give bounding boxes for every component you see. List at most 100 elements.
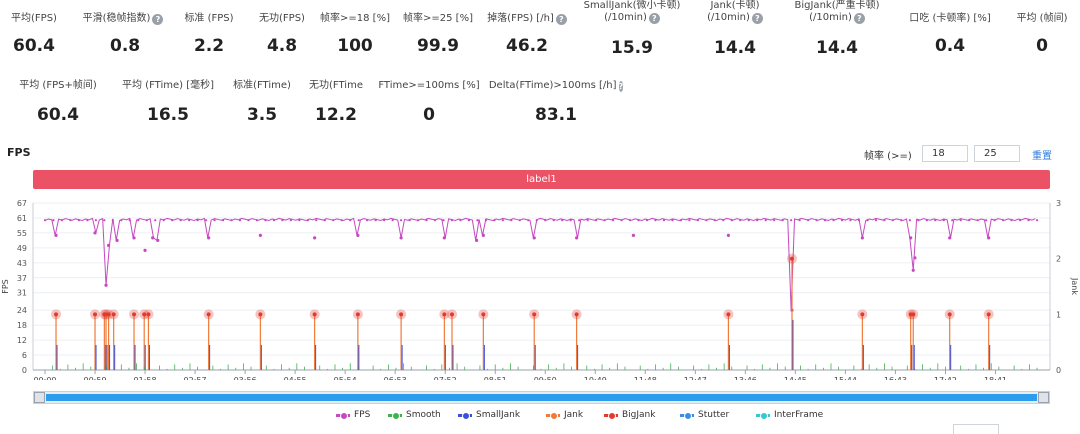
help-icon[interactable]: ? — [618, 80, 624, 92]
bigjank-marker — [449, 312, 454, 317]
fps-dip-point — [93, 231, 97, 235]
fps-dip-point — [132, 236, 136, 240]
stat-value: 12.2 — [315, 105, 357, 125]
fps-point — [925, 219, 928, 222]
fps-point — [196, 219, 199, 222]
legend-item-stutter[interactable]: Stutter — [680, 410, 729, 420]
stat-avg-fps-interframe: 平均 (FPS+帧间) 60.4 — [14, 80, 102, 125]
fps-point — [840, 219, 844, 222]
legend-item-interframe[interactable]: InterFrame — [756, 410, 823, 420]
y-tick-label: 61 — [17, 214, 27, 223]
legend-swatch — [546, 411, 560, 420]
help-icon[interactable]: ? — [751, 12, 763, 24]
fps-point — [281, 219, 284, 222]
fps-point — [120, 219, 123, 222]
fps-dip-point — [911, 268, 915, 272]
stat-value: 15.9 — [611, 38, 653, 58]
fps-point — [815, 219, 818, 222]
fps-point — [86, 219, 89, 222]
y2-tick-label: 3 — [1056, 199, 1061, 208]
fps-point — [951, 219, 954, 222]
stat-value: 46.2 — [506, 36, 548, 56]
stat-label: 无功(FTime — [309, 80, 363, 91]
legend-item-jank[interactable]: Jank — [546, 410, 583, 420]
fps-point — [221, 219, 225, 222]
fps-point — [671, 219, 674, 222]
fps-series-line — [44, 217, 1036, 311]
label-band[interactable]: label1 — [33, 170, 1050, 189]
legend-label: Stutter — [698, 410, 730, 420]
fps-point — [654, 219, 657, 222]
fps-point — [247, 219, 250, 222]
fps-point — [959, 219, 962, 222]
fps-point — [883, 219, 886, 222]
y-tick-label: 55 — [17, 229, 27, 238]
fps-jank-chart[interactable]: 0612182431374349556167012300:0000:5901:5… — [0, 195, 1080, 380]
x-tick-label: 02:57 — [184, 376, 207, 380]
fps-dip-point — [151, 236, 155, 240]
fps-point — [620, 219, 623, 222]
legend-item-smalljank[interactable]: SmallJank — [458, 410, 520, 420]
pagination-box[interactable] — [953, 424, 999, 434]
stat-value: 14.4 — [714, 38, 756, 58]
fps-point — [595, 219, 598, 222]
help-icon[interactable]: ? — [555, 13, 567, 25]
fps-point — [1018, 219, 1022, 222]
stat-delta-ftime: Delta(FTime)>100ms [/h]? 83.1 — [489, 80, 624, 125]
fps-point — [501, 219, 504, 222]
fps-point — [586, 219, 589, 222]
stat-value: 100 — [337, 36, 373, 56]
fps-point — [433, 219, 437, 222]
legend-swatch — [336, 411, 350, 420]
slider-handle-right[interactable] — [1038, 392, 1049, 403]
legend-swatch — [604, 411, 618, 420]
reset-button[interactable]: 重置 — [1032, 151, 1052, 162]
legend-swatch — [756, 411, 770, 420]
stat-label: 平滑(稳帧指数) — [82, 13, 151, 24]
fps-point — [823, 219, 827, 222]
fps-dip-point — [313, 236, 317, 240]
fps-dip-point — [207, 236, 211, 240]
legend-label: SmallJank — [476, 410, 521, 420]
threshold-input-2[interactable]: 25 — [974, 145, 1020, 162]
slider-range-fill[interactable] — [46, 394, 1037, 401]
y-tick-label: 37 — [17, 274, 27, 283]
bigjank-marker — [54, 312, 59, 317]
fps-point — [154, 219, 157, 222]
fps-point — [442, 219, 445, 222]
stat-value: 0.8 — [110, 36, 141, 56]
legend-item-fps[interactable]: FPS — [336, 410, 370, 420]
fps-point — [1035, 219, 1039, 222]
fps-point — [230, 219, 233, 222]
fps-dip-point — [481, 233, 485, 238]
legend-item-bigjank[interactable]: BigJank — [604, 410, 655, 420]
fps-point — [238, 219, 242, 222]
legend-label: Jank — [564, 410, 584, 420]
fps-point — [968, 219, 971, 222]
help-icon[interactable]: ? — [152, 13, 164, 25]
x-tick-label: 12:47 — [684, 376, 707, 380]
fps-point — [357, 219, 360, 222]
slider-handle-left[interactable] — [34, 392, 45, 403]
chart-legend: FPS Smooth SmallJank Jank BigJank Stutter Inte… — [0, 410, 1080, 424]
fps-point — [103, 219, 106, 222]
fps-dip-point — [948, 236, 952, 240]
legend-item-smooth[interactable]: Smooth — [388, 410, 441, 420]
legend-swatch — [680, 411, 694, 420]
stat-fps-drop: 掉落(FPS) [/h]? 46.2 — [486, 13, 568, 56]
y-tick-label: 0 — [22, 366, 27, 375]
help-icon[interactable]: ? — [648, 12, 660, 24]
fps-dip-point — [631, 233, 636, 238]
fps-dip-point — [356, 233, 360, 238]
stat-label: Jank(卡顿) — [710, 0, 760, 11]
bigjank-marker — [355, 312, 360, 317]
stat-label: BigJank(严重卡顿) — [794, 0, 880, 11]
threshold-input-1[interactable]: 18 — [922, 145, 968, 162]
fps-point — [764, 219, 767, 222]
time-range-slider[interactable] — [33, 391, 1050, 404]
fps-point — [77, 219, 81, 222]
fps-dip-point — [474, 238, 479, 242]
stat-value: 60.4 — [13, 36, 55, 56]
fps-point — [730, 219, 733, 222]
help-icon[interactable]: ? — [853, 12, 865, 24]
